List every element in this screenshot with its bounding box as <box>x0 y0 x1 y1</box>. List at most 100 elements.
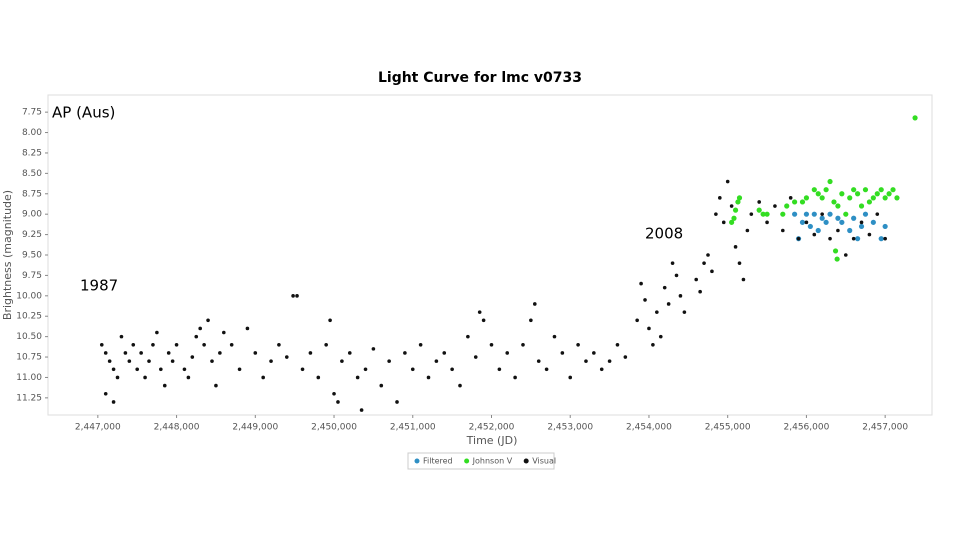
chart-title: Light Curve for lmc v0733 <box>378 70 582 86</box>
point <box>269 359 273 363</box>
point <box>147 359 151 363</box>
point <box>836 228 840 233</box>
point <box>883 236 887 241</box>
x-tick-label: 2,454,000 <box>626 423 672 433</box>
point <box>560 351 565 355</box>
point <box>371 347 376 351</box>
point <box>658 334 663 339</box>
point <box>834 256 840 262</box>
legend-box <box>407 452 555 470</box>
point <box>159 367 163 372</box>
point <box>812 232 817 237</box>
y-tick-label: 10.75 <box>16 353 42 363</box>
point <box>839 191 845 197</box>
point <box>532 302 537 306</box>
point <box>823 187 829 193</box>
point <box>162 383 167 388</box>
point <box>835 203 841 209</box>
point <box>214 383 218 388</box>
point <box>643 298 647 302</box>
point <box>135 367 140 372</box>
point <box>725 179 730 184</box>
point <box>823 219 829 225</box>
point <box>111 367 116 372</box>
point <box>732 207 739 213</box>
point <box>529 318 533 323</box>
point <box>698 289 702 294</box>
point <box>355 375 360 380</box>
point <box>210 359 214 363</box>
point <box>662 285 667 290</box>
point <box>851 236 856 241</box>
point <box>222 330 226 335</box>
point <box>186 375 191 380</box>
point <box>651 342 655 347</box>
y-tick-label: 10.50 <box>16 332 42 342</box>
point <box>756 207 762 213</box>
x-tick-label: 2,452,000 <box>469 423 515 433</box>
point <box>706 253 710 257</box>
point <box>819 215 825 221</box>
point <box>729 219 735 225</box>
point <box>678 294 683 298</box>
y-tick-label: 11.00 <box>16 373 42 383</box>
legend-label: Filtered <box>423 457 453 466</box>
point <box>387 359 391 363</box>
y-tick-label: 11.25 <box>16 393 42 403</box>
point <box>792 199 798 205</box>
point <box>291 294 295 298</box>
plot-area <box>47 94 933 416</box>
point <box>103 391 108 396</box>
point <box>799 199 806 205</box>
point <box>505 351 510 355</box>
point <box>710 269 714 274</box>
point <box>497 367 502 372</box>
point <box>521 342 525 347</box>
point <box>347 351 352 355</box>
point <box>655 310 659 314</box>
point <box>854 191 861 197</box>
y-tick-label: 8.25 <box>22 148 42 158</box>
point <box>143 375 147 380</box>
x-tick-label: 2,457,000 <box>862 423 908 433</box>
point <box>477 310 482 314</box>
point <box>450 367 454 372</box>
point <box>592 351 596 355</box>
point <box>757 200 761 204</box>
point <box>284 355 289 359</box>
point <box>851 215 857 221</box>
point <box>123 351 128 355</box>
point <box>607 359 612 363</box>
legend-swatch <box>414 458 420 464</box>
x-axis-label: Time (JD) <box>466 434 518 447</box>
point <box>815 191 821 197</box>
point <box>784 203 790 209</box>
legend-swatch <box>523 458 529 464</box>
y-tick-label: 9.50 <box>22 251 42 261</box>
point <box>615 342 620 347</box>
annotation: AP (Aus) <box>52 104 115 122</box>
point <box>151 342 155 347</box>
point <box>870 195 876 201</box>
annotation: 1987 <box>80 277 118 295</box>
point <box>119 334 124 339</box>
point <box>536 359 541 363</box>
point <box>862 211 869 217</box>
y-tick-label: 9.00 <box>22 210 42 220</box>
point <box>788 196 793 200</box>
point <box>828 236 832 241</box>
y-tick-label: 7.75 <box>22 108 42 118</box>
legend: Filtered Johnson V Visual <box>407 452 556 470</box>
point <box>552 334 557 339</box>
point <box>882 223 888 230</box>
point <box>737 261 742 265</box>
point <box>466 334 470 339</box>
point <box>820 212 824 216</box>
x-tick-label: 2,449,000 <box>232 423 278 433</box>
point <box>127 359 132 363</box>
y-tick-label: 9.25 <box>22 230 42 240</box>
point <box>682 310 687 314</box>
point <box>819 195 825 201</box>
point <box>733 245 738 249</box>
